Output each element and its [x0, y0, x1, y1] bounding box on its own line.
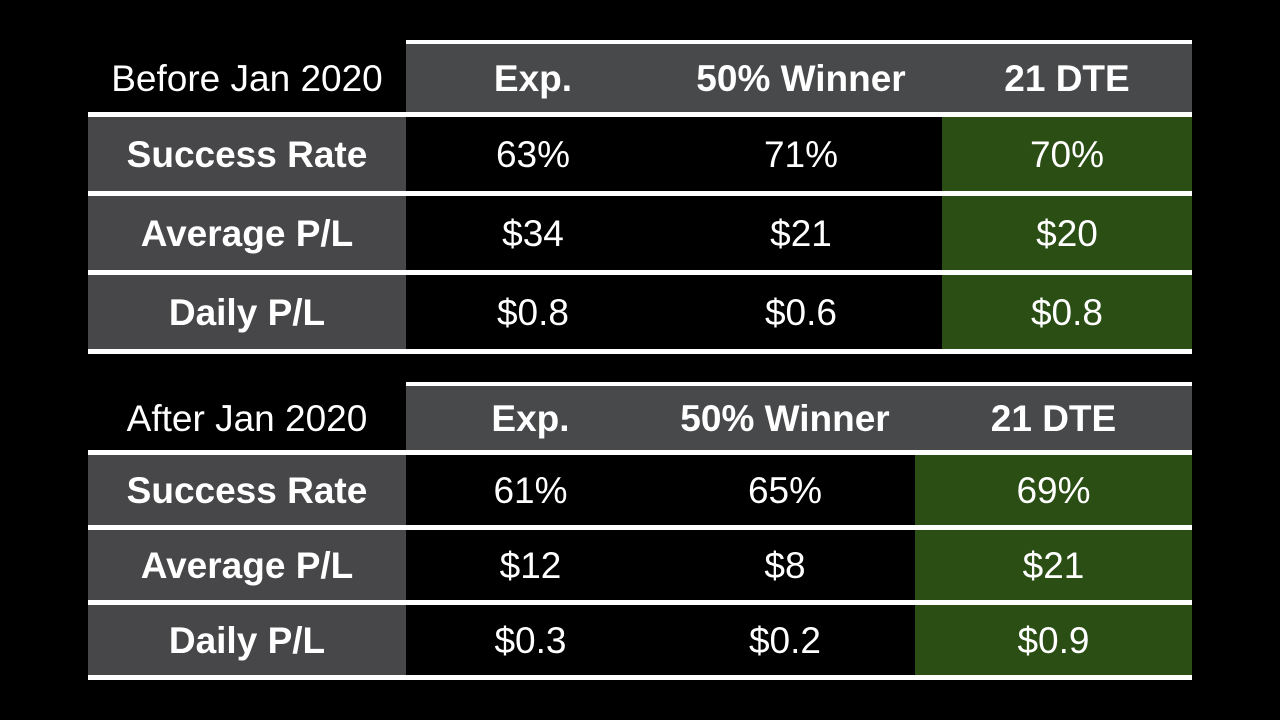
- table-row: Daily P/L $0.3 $0.2 $0.9: [88, 605, 1192, 675]
- column-header-21-dte: 21 DTE: [942, 44, 1192, 112]
- row-divider: [88, 112, 1192, 117]
- column-header-21-dte: 21 DTE: [915, 386, 1192, 450]
- cell-average-pl-21-dte: $21: [915, 530, 1192, 600]
- cell-daily-pl-21-dte: $0.9: [915, 605, 1192, 675]
- row-label-average-pl: Average P/L: [88, 530, 406, 600]
- cell-success-rate-50-winner: 71%: [660, 117, 942, 191]
- table-top-border: [406, 40, 1192, 44]
- row-divider: [88, 270, 1192, 275]
- cell-average-pl-exp: $34: [406, 196, 660, 270]
- table-row: Success Rate 61% 65% 69%: [88, 455, 1192, 525]
- before-jan-2020-table: Before Jan 2020 Exp. 50% Winner 21 DTE S…: [88, 40, 1192, 354]
- cell-daily-pl-50-winner: $0.6: [660, 275, 942, 349]
- header-row: Before Jan 2020 Exp. 50% Winner 21 DTE: [88, 44, 1192, 112]
- table-row: Success Rate 63% 71% 70%: [88, 117, 1192, 191]
- cell-success-rate-exp: 63%: [406, 117, 660, 191]
- cell-daily-pl-50-winner: $0.2: [655, 605, 915, 675]
- cell-success-rate-21-dte: 69%: [915, 455, 1192, 525]
- cell-average-pl-21-dte: $20: [942, 196, 1192, 270]
- after-jan-2020-table: After Jan 2020 Exp. 50% Winner 21 DTE Su…: [88, 382, 1192, 680]
- table-bottom-border: [88, 675, 1192, 680]
- table-row: Daily P/L $0.8 $0.6 $0.8: [88, 275, 1192, 349]
- header-row: After Jan 2020 Exp. 50% Winner 21 DTE: [88, 386, 1192, 450]
- table-row: Average P/L $34 $21 $20: [88, 196, 1192, 270]
- column-header-50-winner: 50% Winner: [660, 44, 942, 112]
- cell-daily-pl-exp: $0.8: [406, 275, 660, 349]
- cell-average-pl-50-winner: $21: [660, 196, 942, 270]
- row-label-success-rate: Success Rate: [88, 117, 406, 191]
- table-bottom-border: [88, 349, 1192, 354]
- row-label-average-pl: Average P/L: [88, 196, 406, 270]
- cell-average-pl-exp: $12: [406, 530, 655, 600]
- row-divider: [88, 191, 1192, 196]
- row-label-success-rate: Success Rate: [88, 455, 406, 525]
- cell-average-pl-50-winner: $8: [655, 530, 915, 600]
- row-label-daily-pl: Daily P/L: [88, 275, 406, 349]
- cell-success-rate-21-dte: 70%: [942, 117, 1192, 191]
- row-divider: [88, 600, 1192, 605]
- table-top-border: [406, 382, 1192, 386]
- column-header-exp: Exp.: [406, 386, 655, 450]
- cell-success-rate-50-winner: 65%: [655, 455, 915, 525]
- cell-daily-pl-exp: $0.3: [406, 605, 655, 675]
- cell-daily-pl-21-dte: $0.8: [942, 275, 1192, 349]
- row-divider: [88, 450, 1192, 455]
- table-row: Average P/L $12 $8 $21: [88, 530, 1192, 600]
- row-divider: [88, 525, 1192, 530]
- column-header-exp: Exp.: [406, 44, 660, 112]
- cell-success-rate-exp: 61%: [406, 455, 655, 525]
- period-label: After Jan 2020: [126, 397, 368, 439]
- column-header-50-winner: 50% Winner: [655, 386, 915, 450]
- period-label: Before Jan 2020: [111, 57, 383, 99]
- row-label-daily-pl: Daily P/L: [88, 605, 406, 675]
